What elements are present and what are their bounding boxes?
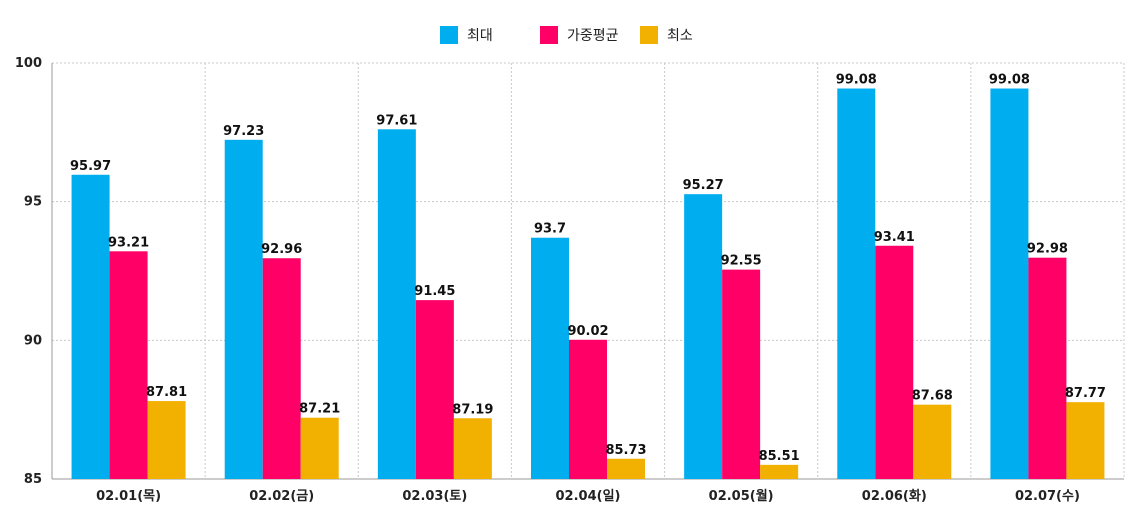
- data-label: 93.7: [534, 222, 566, 237]
- y-tick-label: 90: [24, 333, 42, 348]
- legend-swatch: [640, 26, 658, 44]
- data-labels: 95.97 93.21 87.81 97.23 92.96 87.21 97.61 91.45…: [70, 73, 1106, 464]
- x-tick-label: 02.06(화): [862, 488, 927, 504]
- data-label: 87.19: [452, 402, 493, 417]
- y-axis-ticks: 85 90 95 100: [15, 56, 42, 487]
- y-tick-label: 85: [24, 472, 42, 487]
- data-label: 97.61: [376, 113, 417, 128]
- data-label: 93.21: [108, 235, 149, 250]
- x-tick-label: 02.05(월): [709, 488, 774, 504]
- x-tick-label: 02.02(금): [249, 489, 314, 504]
- bar-4-1: [722, 269, 761, 479]
- data-label: 97.23: [223, 124, 264, 139]
- bar-6-0: [990, 88, 1029, 480]
- bar-2-2: [453, 418, 492, 479]
- data-label: 90.02: [567, 324, 608, 339]
- data-label: 87.81: [146, 385, 187, 400]
- data-label: 99.08: [836, 73, 877, 88]
- x-tick-label: 02.04(일): [556, 489, 621, 504]
- data-label: 95.97: [70, 159, 111, 174]
- x-tick-label: 02.01(목): [96, 489, 161, 504]
- data-label: 87.68: [912, 389, 953, 404]
- bar-0-2: [147, 401, 186, 479]
- bar-1-0: [224, 139, 263, 479]
- bar-3-1: [569, 339, 607, 479]
- y-tick-label: 95: [24, 195, 42, 210]
- data-label: 92.98: [1027, 242, 1068, 257]
- bar-4-2: [760, 464, 799, 479]
- legend-swatch: [540, 26, 558, 44]
- bar-4-0: [684, 194, 723, 480]
- data-label: 85.73: [605, 443, 646, 458]
- x-tick-label: 02.03(토): [402, 489, 467, 504]
- bar-3-0: [531, 237, 569, 479]
- x-tick-label: 02.07(수): [1015, 489, 1080, 504]
- y-tick-label: 100: [15, 56, 42, 71]
- bar-2-0: [377, 129, 416, 480]
- bar-5-1: [875, 245, 914, 479]
- data-label: 87.21: [299, 402, 340, 417]
- data-label: 87.77: [1065, 386, 1106, 401]
- legend-label: 최소: [667, 28, 693, 44]
- data-label: 85.51: [759, 449, 800, 464]
- data-label: 92.96: [261, 242, 302, 257]
- legend-label: 최대: [467, 28, 493, 44]
- bar-5-0: [837, 88, 876, 480]
- data-label: 93.41: [874, 230, 915, 245]
- chart-legend: 최대 가중평균 최소: [440, 26, 693, 44]
- data-label: 91.45: [414, 284, 455, 299]
- data-label: 92.55: [721, 254, 762, 269]
- bar-2-1: [415, 300, 454, 479]
- legend-swatch: [440, 26, 458, 44]
- data-label: 95.27: [683, 178, 724, 193]
- bar-6-2: [1066, 402, 1105, 479]
- legend-label: 가중평균: [567, 28, 619, 44]
- bar-0-0: [71, 174, 110, 480]
- bar-1-1: [262, 258, 301, 479]
- data-label: 99.08: [989, 73, 1030, 88]
- bar-6-1: [1028, 257, 1067, 479]
- x-axis-ticks: 02.01(목) 02.02(금) 02.03(토) 02.04(일) 02.05(월)…: [96, 488, 1080, 504]
- chart-bars: [71, 88, 1105, 480]
- bar-3-2: [607, 458, 645, 479]
- bar-1-2: [300, 417, 339, 479]
- bar-5-2: [913, 404, 952, 479]
- bar-0-1: [109, 251, 148, 479]
